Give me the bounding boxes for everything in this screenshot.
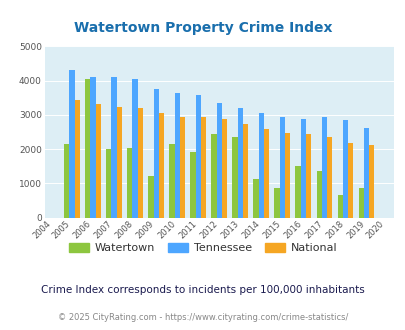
Bar [368, 145, 373, 218]
Bar [242, 124, 247, 218]
Bar [127, 148, 132, 218]
Bar [279, 116, 284, 218]
Bar [148, 176, 153, 218]
Bar [179, 116, 185, 218]
Bar [195, 95, 200, 218]
Bar [295, 166, 300, 218]
Bar [169, 144, 174, 218]
Bar [342, 120, 347, 218]
Bar [200, 117, 206, 218]
Bar [211, 134, 216, 218]
Bar [174, 92, 179, 218]
Bar [284, 133, 290, 218]
Bar [90, 78, 96, 218]
Bar [232, 137, 237, 218]
Bar [253, 179, 258, 218]
Bar [300, 119, 305, 218]
Bar [305, 134, 311, 218]
Bar [216, 103, 221, 218]
Bar [132, 79, 137, 218]
Bar [64, 144, 69, 218]
Bar [347, 143, 352, 218]
Text: © 2025 CityRating.com - https://www.cityrating.com/crime-statistics/: © 2025 CityRating.com - https://www.city… [58, 313, 347, 322]
Bar [75, 100, 80, 218]
Bar [274, 188, 279, 218]
Bar [96, 104, 101, 218]
Bar [111, 78, 116, 218]
Bar [116, 107, 121, 218]
Bar [137, 108, 143, 218]
Bar [106, 149, 111, 218]
Bar [190, 152, 195, 218]
Bar [258, 113, 263, 218]
Bar [316, 171, 321, 218]
Bar [263, 129, 269, 218]
Bar [321, 117, 326, 218]
Text: Watertown Property Crime Index: Watertown Property Crime Index [74, 21, 331, 35]
Bar [363, 127, 368, 218]
Bar [158, 114, 164, 218]
Bar [69, 70, 75, 218]
Bar [153, 89, 158, 218]
Bar [85, 79, 90, 218]
Bar [337, 195, 342, 218]
Legend: Watertown, Tennessee, National: Watertown, Tennessee, National [64, 238, 341, 257]
Text: Crime Index corresponds to incidents per 100,000 inhabitants: Crime Index corresponds to incidents per… [41, 285, 364, 295]
Bar [326, 137, 331, 218]
Bar [221, 119, 226, 218]
Bar [358, 187, 363, 218]
Bar [237, 108, 242, 218]
